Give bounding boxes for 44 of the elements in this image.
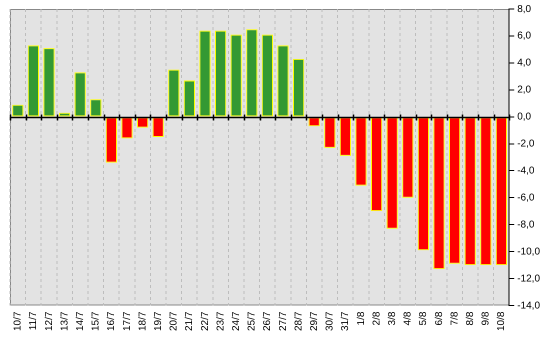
y-tick-label: 8,0 [517,4,532,15]
x-tick-label: 27/7 [278,311,289,332]
y-tick-label: 4,0 [517,58,532,69]
x-tick-label: 9/8 [480,311,492,326]
x-tick-label: 20/7 [168,311,180,332]
x-tick-label: 1/8 [356,311,367,326]
x-tick-label: 10/7 [12,311,24,332]
y-tick-label: -2,0 [517,138,535,150]
x-tick-label: 10/8 [496,311,508,332]
x-tick-label: 5/8 [418,311,430,326]
y-tick-label: -8,0 [517,219,535,230]
x-tick-label: 6/8 [434,311,445,326]
x-tick-label: 31/7 [340,311,352,332]
y-tick-label: -4,0 [517,166,535,176]
x-tick-label: 29/7 [308,311,320,332]
y-tick-label: -14,0 [517,300,540,312]
y-tick-label: 6,0 [517,30,532,42]
x-tick-label: 30/7 [324,311,336,332]
x-tick-label: 26/7 [262,311,274,332]
x-tick-label: 18/7 [137,311,148,332]
x-tick-label: 14/7 [74,311,86,332]
y-tick-label: 2,0 [517,84,532,96]
x-tick-label: 28/7 [293,311,304,332]
x-tick-label: 7/8 [449,311,460,326]
x-tick-label: 17/7 [122,311,133,332]
y-tick-label: -12,0 [517,273,540,284]
y-tick-label: -6,0 [517,192,535,204]
x-tick-label: 23/7 [215,311,226,332]
x-tick-label: 11/7 [28,311,40,330]
x-tick-label: 8/8 [464,311,476,326]
x-tick-label: 21/7 [184,311,196,332]
x-tick-label: 22/7 [200,311,211,332]
x-tick-label: 13/7 [59,311,70,332]
x-tick-label: 2/8 [371,311,382,326]
x-tick-label: 24/7 [230,311,242,332]
y-tick-label: 0,0 [517,112,532,123]
x-tick-label: 15/7 [90,311,102,332]
x-tick-label: 4/8 [402,311,414,326]
x-tick-label: 25/7 [246,311,258,332]
x-tick-label: 16/7 [106,311,118,332]
x-tick-label: 3/8 [386,311,398,326]
x-tick-label: 19/7 [152,311,164,332]
x-tick-label: 12/7 [44,311,55,332]
y-tick-label: -10,0 [517,246,540,258]
